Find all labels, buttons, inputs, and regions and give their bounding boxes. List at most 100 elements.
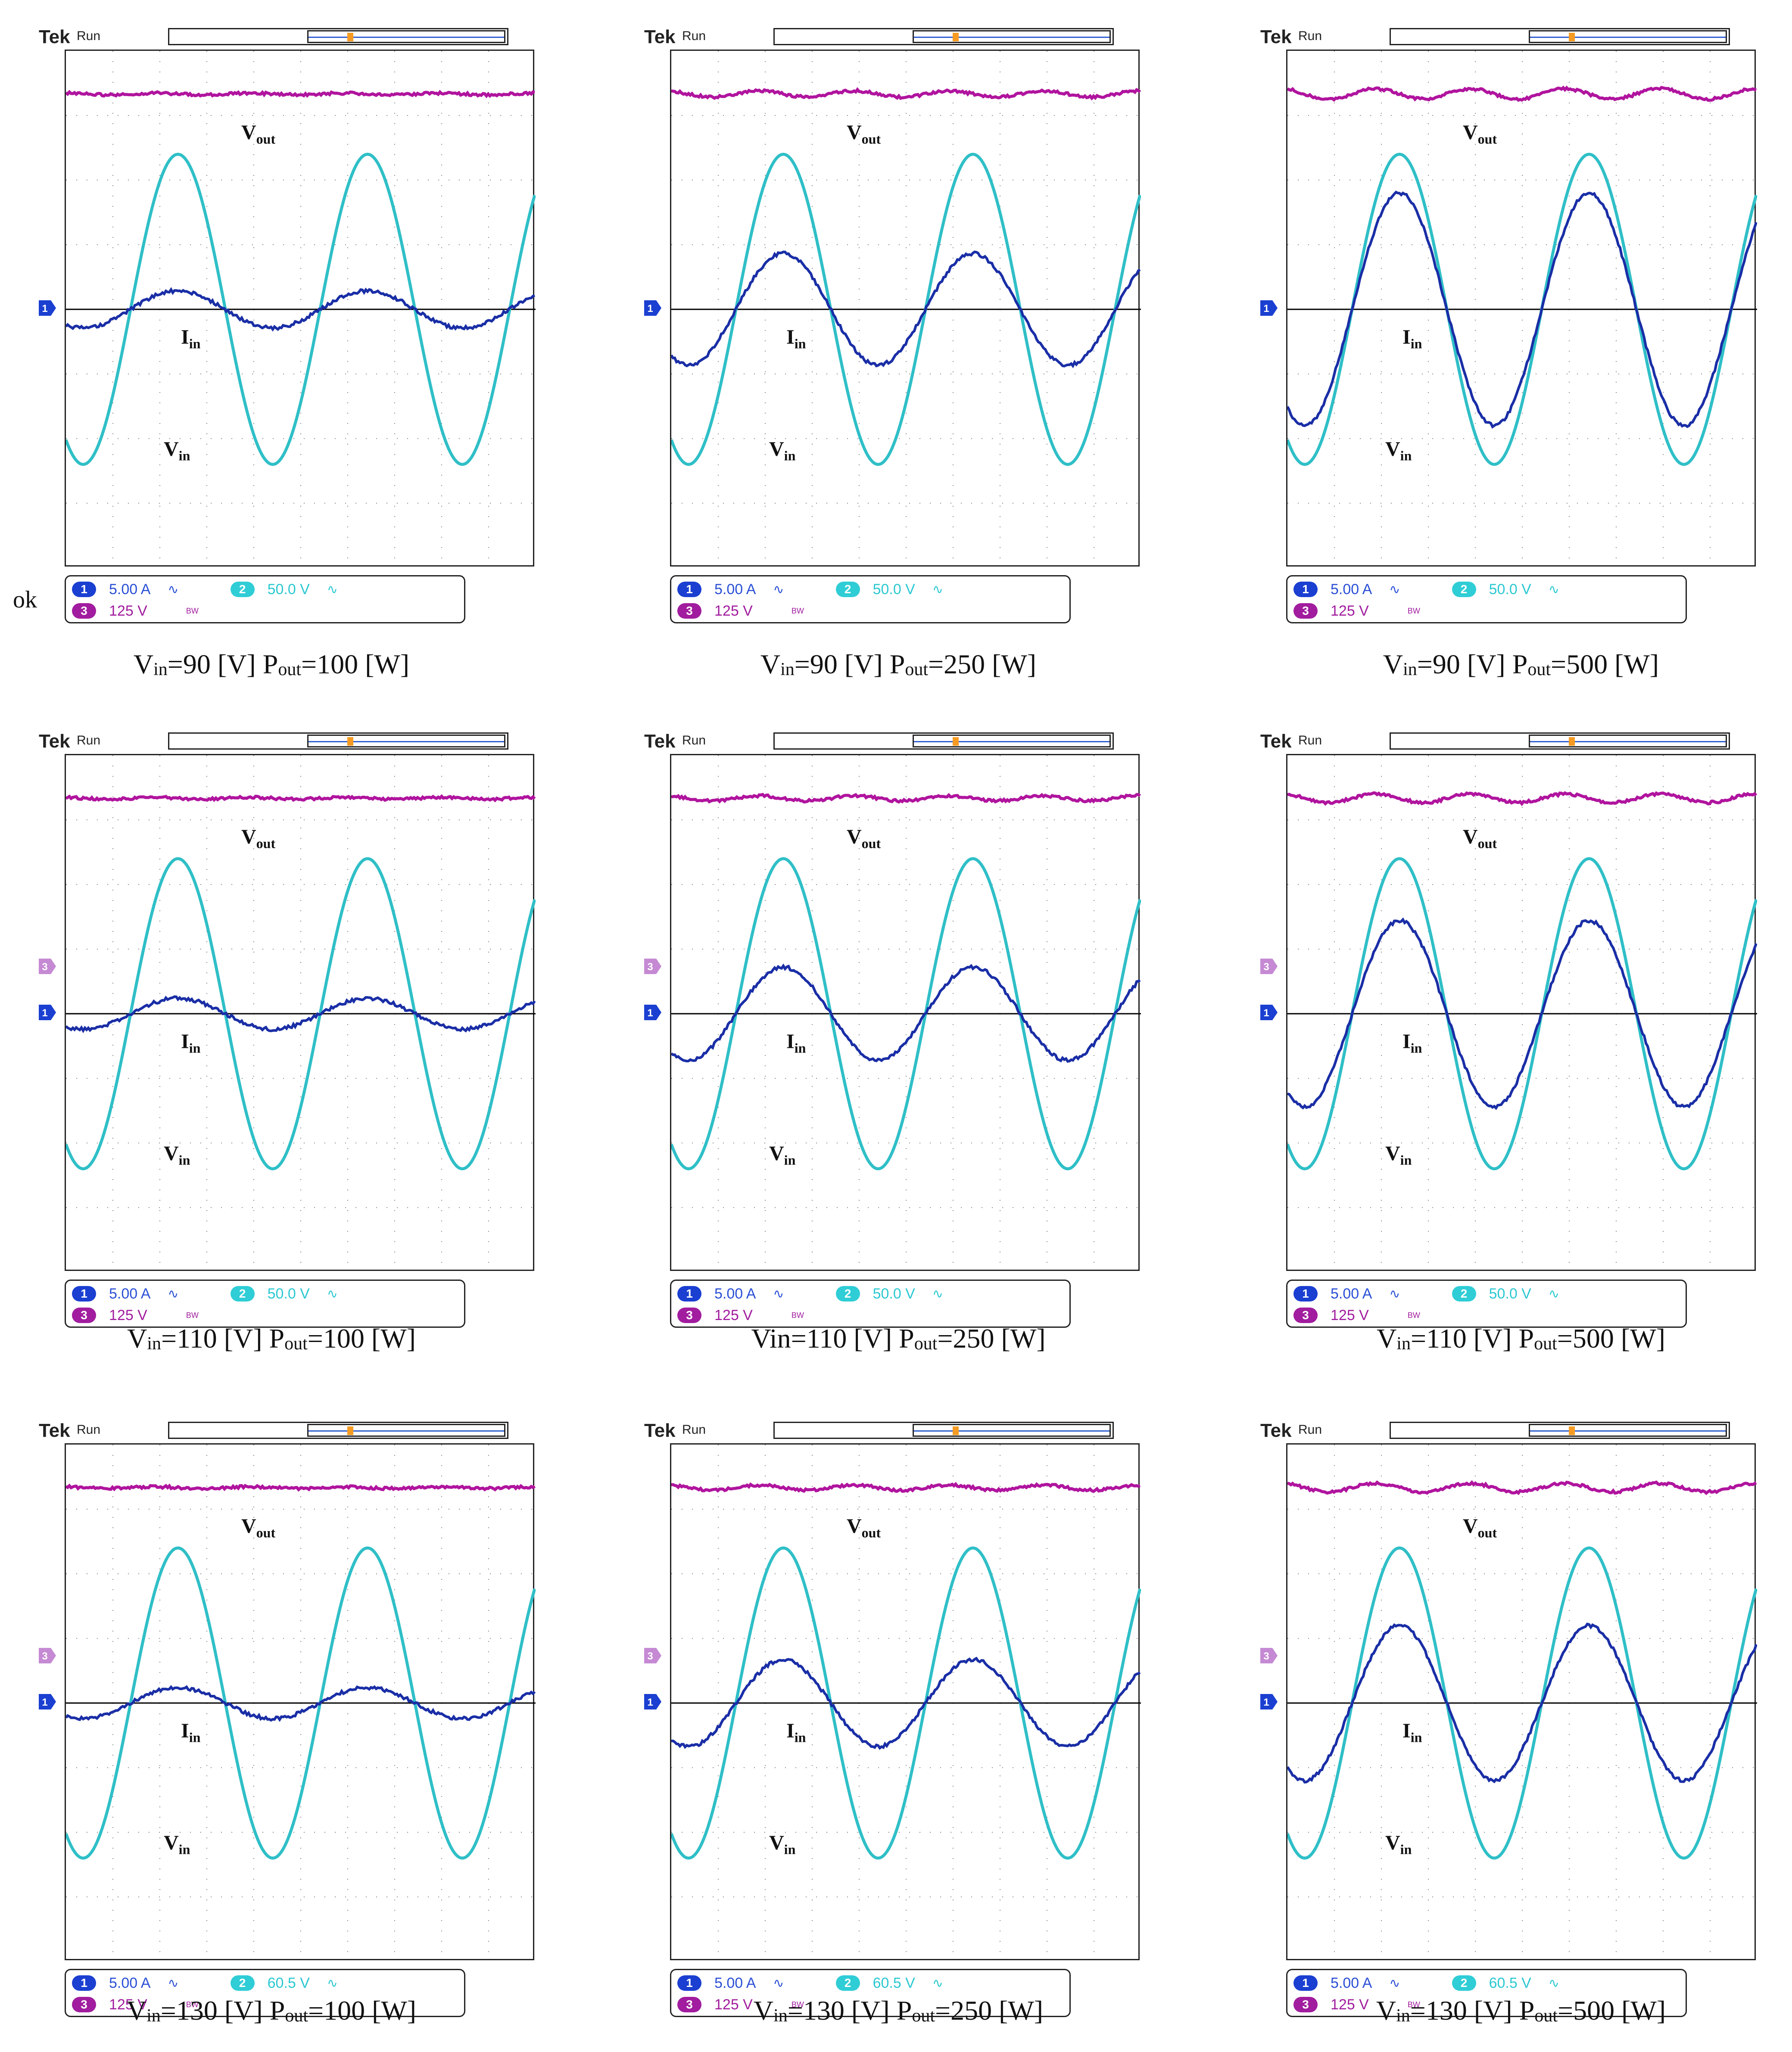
ch2-badge[interactable]: 2 [1452,1975,1476,1991]
caption-vin-sub: in [773,2006,788,2026]
caption-vin-sub: in [1403,660,1417,679]
ch3-badge[interactable]: 3 [1293,603,1318,619]
vin-label-main: V [164,438,179,461]
caption-pout-value: =500 [W] [1557,1323,1665,1354]
caption-pout-value: =250 [W] [928,649,1036,679]
ch3-ground-marker: 3 [644,959,661,974]
bandwidth-limit-icon: ∿ [932,1976,943,1991]
ch1-scale: 5.00 A [1331,1975,1372,1992]
ch3-badge[interactable]: 3 [677,603,701,619]
view-window [913,735,1111,747]
caption-pout-sub: out [278,660,301,679]
iin-label-main: I [181,326,189,349]
ch1-badge[interactable]: 1 [72,582,96,597]
trigger-position-icon [953,1426,959,1435]
ch1-badge[interactable]: 1 [72,1286,96,1302]
bandwidth-icon: BW [792,607,804,616]
caption-pout-sub: out [285,2006,308,2026]
ch1-badge[interactable]: 1 [677,1975,701,1991]
caption-vin-value: =110 [V] P [1411,1323,1534,1354]
scope-header: Tek Run [1260,24,1734,50]
status-row-ch3: 3 125 V BW [677,1306,804,1325]
ch2-badge[interactable]: 2 [231,582,255,597]
ch2-badge[interactable]: 2 [1452,582,1476,597]
bandwidth-limit-icon: ∿ [327,582,338,597]
ch3-scale: 125 V [714,603,753,620]
ch3-scale: 125 V [109,1307,147,1324]
ch3-badge[interactable]: 3 [72,1308,96,1323]
trigger-position-icon [1569,33,1575,41]
caption-vin: V [134,649,153,679]
vout-label: Vout [1463,121,1497,147]
record-length-bar [168,732,508,750]
ch1-ground-marker: 1 [644,1694,661,1709]
ch1-badge[interactable]: 1 [72,1975,96,1991]
ch1-badge[interactable]: 1 [1293,1975,1318,1991]
panel-caption: Vin=130 [V] Pout=100 [W] [0,1995,569,2027]
vin-label-main: V [164,1831,179,1854]
vout-label-main: V [1463,1515,1478,1538]
vout-label: Vout [241,121,275,147]
svg-text:3: 3 [1263,1650,1269,1662]
ch1-badge[interactable]: 1 [677,1286,701,1302]
brand-label: Tek [644,26,676,48]
ch2-scale: 50.0 V [268,581,310,598]
vout-label-main: V [847,121,862,144]
ch1-badge[interactable]: 1 [1293,1286,1318,1302]
trigger-position-icon [347,1426,353,1435]
waveform-plot [671,51,1141,568]
caption-pout-sub: out [1534,1334,1557,1354]
waveform-plot [671,1445,1141,1962]
ch3-badge[interactable]: 3 [72,603,96,619]
ch2-badge[interactable]: 2 [231,1975,255,1991]
vin-label-sub: in [1400,448,1412,464]
ch2-badge[interactable]: 2 [836,1975,860,1991]
caption-vin: V [1383,649,1403,679]
iin-label: Iin [181,1030,200,1056]
caption-vin-sub: in [1396,1334,1411,1354]
vin-label-sub: in [179,1842,190,1857]
vin-label-main: V [769,438,784,461]
iin-label-sub: in [795,336,806,352]
view-window [307,1424,505,1437]
waveform-plot [1287,51,1757,568]
scope-panel: TekRunT13VoutIinVin15.00 A∿250.0 V∿3125 … [39,728,513,1340]
ch2-badge[interactable]: 2 [836,582,860,597]
channel-status-bar: 1 5.00 A ∿ 2 50.0 V ∿ 3 125 V BW [1286,1280,1687,1328]
waveform-graticule [65,754,534,1271]
ch1-scale: 5.00 A [1331,1286,1372,1302]
iin-label-main: I [786,1719,795,1742]
ac-coupling-icon: ∿ [773,1286,784,1302]
status-row-ch1-ch2: 1 5.00 A ∿ 2 60.5 V ∿ [72,1974,338,1993]
caption-vin-sub: in [153,660,168,679]
trigger-position-icon [953,737,959,746]
caption-vin: V [754,1995,773,2026]
panel-caption: Vin=90 [V] Pout=500 [W] [1224,648,1792,680]
ch1-scale: 5.00 A [1331,581,1372,598]
caption-vin-value: =130 [V] P [161,1995,285,2026]
ch2-badge[interactable]: 2 [231,1286,255,1302]
vin-label-sub: in [1400,1842,1412,1857]
record-line [309,37,504,38]
ch3-ground-marker: 3 [1260,959,1278,974]
ch2-scale: 50.0 V [873,581,915,598]
ch3-badge[interactable]: 3 [677,1308,701,1323]
channel-status-bar: 1 5.00 A ∿ 2 50.0 V ∿ 3 125 V BW [670,1280,1071,1328]
ch1-badge[interactable]: 1 [677,582,701,597]
ch1-badge[interactable]: 1 [1293,582,1318,597]
panel-caption: Vin=90 [V] Pout=250 [W] [601,648,1196,680]
status-row-ch1-ch2: 1 5.00 A ∿ 2 50.0 V ∿ [72,580,338,599]
ch3-ground-marker: 3 [39,959,56,974]
waveform-graticule [1286,1443,1756,1960]
channel-status-bar: 1 5.00 A ∿ 2 50.0 V ∿ 3 125 V BW [670,575,1071,623]
iin-label: Iin [786,1030,806,1056]
caption-vin-value: =90 [V] P [168,649,278,679]
run-state: Run [1298,1423,1322,1437]
ch1-scale: 5.00 A [714,581,756,598]
ch2-badge[interactable]: 2 [836,1286,860,1302]
record-length-bar [773,1422,1114,1439]
ch2-badge[interactable]: 2 [1452,1286,1476,1302]
ch3-badge[interactable]: 3 [1293,1308,1318,1323]
caption-vin: Vin [751,1323,791,1354]
iin-label: Iin [181,1719,200,1746]
